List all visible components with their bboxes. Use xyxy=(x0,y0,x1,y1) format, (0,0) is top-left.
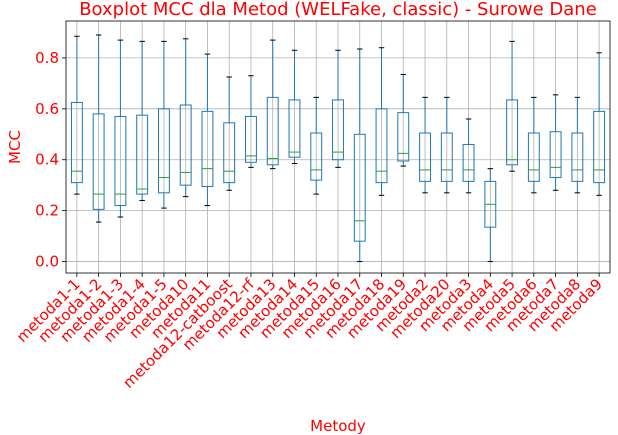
iqr-box xyxy=(288,99,301,158)
box-metoda15 xyxy=(310,96,323,195)
box-metoda4 xyxy=(484,168,497,263)
iqr-box xyxy=(266,96,279,166)
y-axis-label: MCC xyxy=(6,130,24,164)
box-metoda14 xyxy=(288,49,301,165)
box-metoda17 xyxy=(353,48,366,263)
iqr-box xyxy=(310,132,323,181)
y-ticks: 0.0 0.2 0.4 0.6 0.8 xyxy=(35,49,66,271)
iqr-box xyxy=(179,104,192,186)
box-metoda1-2 xyxy=(92,34,105,223)
iqr-box xyxy=(462,143,475,182)
iqr-box xyxy=(245,115,257,163)
iqr-box xyxy=(440,132,453,182)
x-ticks: metoda1-1metoda1-2metoda1-3metoda1-4meto… xyxy=(13,273,606,392)
box-metoda18 xyxy=(375,47,388,196)
iqr-box xyxy=(506,99,519,166)
box-metoda1-3 xyxy=(114,39,127,218)
box-metoda16 xyxy=(332,49,344,168)
y-tick-label: 0.4 xyxy=(35,151,59,169)
box-metoda13 xyxy=(266,39,279,170)
box-metoda1-5 xyxy=(157,40,170,209)
box-metoda1-4 xyxy=(136,40,149,201)
box-metoda10 xyxy=(179,38,192,198)
iqr-box xyxy=(70,101,83,184)
iqr-box xyxy=(136,114,149,195)
box-metoda12-rf xyxy=(245,75,257,168)
iqr-box xyxy=(549,131,562,179)
iqr-box xyxy=(527,132,540,182)
iqr-box xyxy=(114,115,127,207)
box-metoda8 xyxy=(571,96,584,194)
iqr-box xyxy=(157,108,170,194)
y-tick-label: 0.2 xyxy=(35,202,59,220)
y-tick-label: 0.8 xyxy=(35,49,59,67)
iqr-box xyxy=(201,110,214,187)
y-tick-label: 0.0 xyxy=(35,253,59,271)
box-metoda6 xyxy=(527,96,540,194)
iqr-box xyxy=(332,99,344,161)
chart-title: Boxplot MCC dla Metod (WELFake, classic)… xyxy=(79,0,597,20)
box-metoda9 xyxy=(593,52,606,196)
box-metoda3 xyxy=(462,118,475,194)
box-metoda7 xyxy=(549,94,562,191)
box-metoda11 xyxy=(201,53,214,207)
box-metoda1-1 xyxy=(70,35,83,195)
iqr-box xyxy=(92,113,105,210)
box-metoda20 xyxy=(440,96,453,194)
box-metoda2 xyxy=(419,96,431,194)
boxes xyxy=(70,34,606,263)
box-metoda12-catboost xyxy=(223,76,236,191)
iqr-box xyxy=(593,110,606,184)
iqr-box xyxy=(419,132,431,182)
box-metoda5 xyxy=(506,40,519,172)
iqr-box xyxy=(223,122,236,184)
y-tick-label: 0.6 xyxy=(35,100,59,118)
iqr-box xyxy=(397,112,410,162)
x-axis-label: Metody xyxy=(310,417,366,435)
iqr-box xyxy=(571,132,584,182)
iqr-box xyxy=(353,133,366,242)
iqr-box xyxy=(375,108,388,184)
box-metoda19 xyxy=(397,73,410,167)
